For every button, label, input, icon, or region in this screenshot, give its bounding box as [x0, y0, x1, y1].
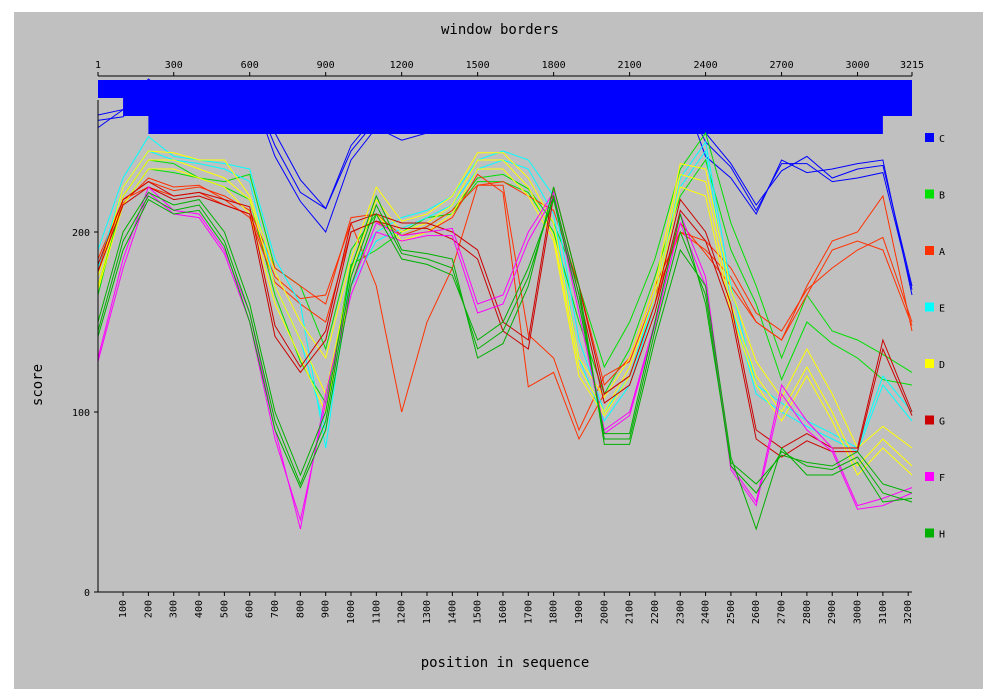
top-axis: 1 300 600 900 1200 1500 1800 2100 2400 2700 3000 32… — [95, 60, 924, 77]
x-tick-label: 600 — [245, 600, 256, 618]
legend: C B A E D G F H — [925, 133, 945, 541]
series-line-C — [97, 78, 913, 296]
x-tick-label: 700 — [270, 600, 281, 618]
y-tick-label: 0 — [84, 588, 90, 599]
legend-label-G: G — [939, 417, 945, 428]
legend-swatch-D — [925, 359, 934, 368]
legend-label-A: A — [939, 247, 945, 258]
legend-swatch-E — [925, 302, 934, 312]
x-tick-label: 1300 — [422, 600, 433, 624]
series-line-A — [97, 173, 913, 441]
series-line-F — [97, 191, 913, 522]
y-tick-label: 100 — [72, 408, 90, 419]
series-line-D — [97, 168, 913, 476]
legend-label-F: F — [939, 473, 945, 484]
y-tick-label: 200 — [72, 228, 90, 239]
x-tick-label: 1000 — [346, 600, 357, 624]
y-axis-label: score — [30, 364, 46, 406]
x-tick-label: 2400 — [701, 600, 712, 624]
window-border-bands — [98, 80, 912, 134]
top-tick-label: 1200 — [390, 60, 414, 71]
window-band — [98, 80, 912, 98]
series-line-H — [97, 194, 913, 503]
x-tick-label: 2200 — [650, 600, 661, 624]
legend-swatch-B — [925, 189, 934, 199]
x-tick-label: 1700 — [523, 600, 534, 624]
series-line-G — [97, 181, 913, 449]
series-line-D — [97, 159, 913, 467]
x-tick-label: 2300 — [675, 600, 686, 624]
legend-label-E: E — [939, 304, 945, 315]
top-tick-label: 1800 — [542, 60, 566, 71]
top-tick-label: 2400 — [694, 60, 718, 71]
top-tick-label: 300 — [165, 60, 183, 71]
x-tick-label: 400 — [194, 600, 205, 618]
series-line-A — [97, 184, 913, 432]
x-tick-label: 1600 — [498, 600, 509, 624]
x-tick-label: 800 — [295, 600, 306, 618]
top-tick-label: 3000 — [846, 60, 870, 71]
top-tick-label: 2100 — [618, 60, 642, 71]
series-line-E — [97, 135, 913, 449]
x-tick-label: 1800 — [549, 600, 560, 624]
top-tick-label: 600 — [241, 60, 259, 71]
legend-swatch-G — [925, 415, 934, 425]
x-tick-label: 1400 — [447, 600, 458, 624]
legend-label-B: B — [939, 191, 945, 202]
x-tick-label: 200 — [143, 600, 154, 618]
x-tick-label: 1200 — [397, 600, 408, 624]
x-tick-label: 2700 — [777, 600, 788, 624]
legend-label-D: D — [939, 360, 945, 371]
x-tick-label: 2500 — [726, 600, 737, 624]
plot-lines — [97, 78, 913, 531]
x-tick-label: 2900 — [827, 600, 838, 624]
x-tick-label: 300 — [169, 600, 180, 618]
top-tick-label: 1 — [95, 60, 101, 71]
x-tick-label: 1500 — [473, 600, 484, 624]
x-tick-label: 1100 — [371, 600, 382, 624]
x-tick-label: 100 — [118, 600, 129, 618]
legend-label-H: H — [939, 530, 945, 541]
chart-title: window borders — [441, 22, 559, 38]
legend-label-C: C — [939, 134, 945, 145]
series-line-A — [97, 181, 913, 387]
series-line-C — [97, 81, 913, 290]
x-tick-label: 500 — [219, 600, 230, 618]
x-tick-label: 2000 — [599, 600, 610, 624]
x-tick-label: 2100 — [625, 600, 636, 624]
x-tick-label: 900 — [321, 600, 332, 618]
series-line-H — [97, 197, 913, 494]
legend-swatch-H — [925, 528, 934, 538]
top-tick-label: 2700 — [770, 60, 794, 71]
x-tick-label: 2800 — [802, 600, 813, 624]
series-line-H — [97, 186, 913, 531]
x-tick-label: 3100 — [878, 600, 889, 624]
legend-swatch-C — [925, 133, 934, 142]
series-line-F — [97, 186, 913, 530]
top-tick-label: 900 — [317, 60, 335, 71]
x-tick-label: 2600 — [751, 600, 762, 624]
top-tick-label: 1500 — [466, 60, 490, 71]
axes: 0 100 200 100 200 300 400 500 600 700 800 900 1000 11… — [72, 100, 914, 624]
x-axis-label: position in sequence — [421, 655, 590, 671]
legend-swatch-A — [925, 246, 934, 255]
x-tick-label: 3000 — [853, 600, 864, 624]
legend-swatch-F — [925, 472, 934, 481]
top-tick-label: 3215 — [900, 60, 924, 71]
x-tick-label: 3200 — [903, 600, 914, 624]
series-line-B — [97, 131, 913, 373]
series-line-C — [97, 87, 913, 287]
x-tick-label: 1900 — [574, 600, 585, 624]
series-line-D — [97, 150, 913, 449]
